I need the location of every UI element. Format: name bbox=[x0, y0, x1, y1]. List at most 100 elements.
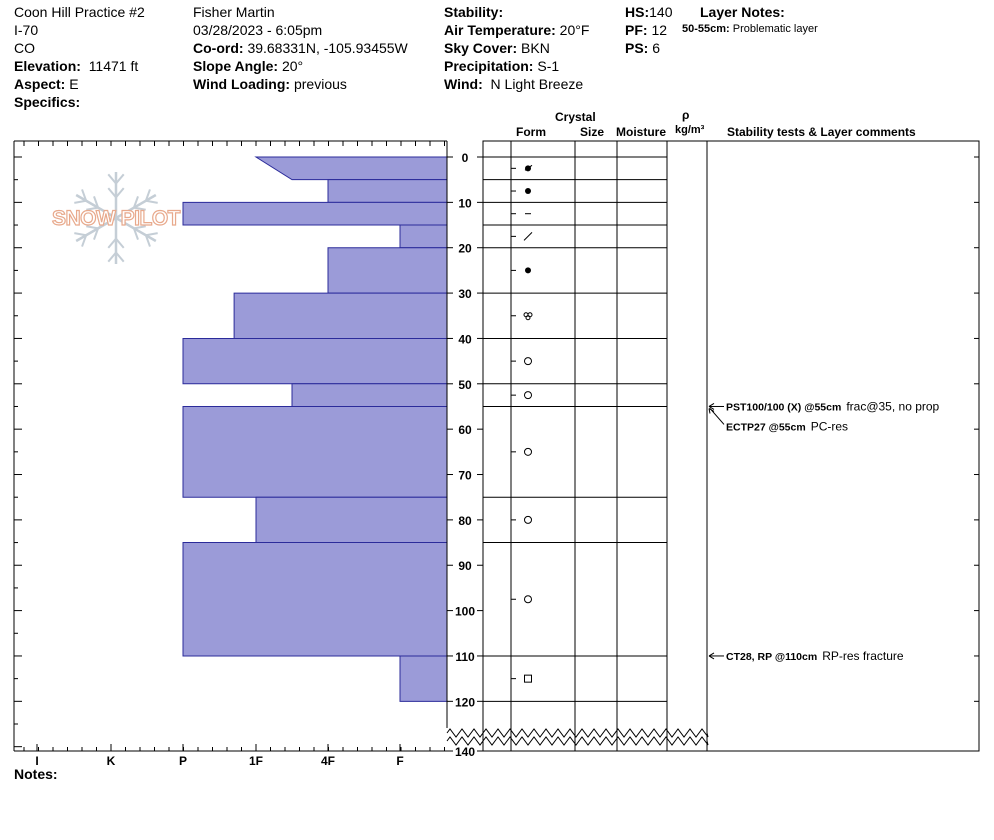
snowflake-branch bbox=[115, 173, 125, 185]
hardness-layer-1 bbox=[254, 156, 448, 181]
form-symbol-melt bbox=[525, 315, 531, 321]
hs: HS:140 bbox=[625, 3, 672, 21]
depth-tick-label: 0 bbox=[462, 151, 469, 165]
depth-tick-label: 80 bbox=[458, 514, 472, 528]
layer-note-text: Problematic layer bbox=[732, 23, 818, 35]
form-symbol-faceted-rounded bbox=[524, 391, 532, 400]
snowflake-branch bbox=[86, 206, 99, 211]
precipitation: Precipitation: S-1 bbox=[444, 57, 559, 75]
hardness-tick-label: 1F bbox=[249, 754, 263, 768]
form-symbol-slash bbox=[523, 232, 533, 241]
slope-label: Slope Angle: bbox=[193, 58, 279, 74]
wind-loading-label: Wind Loading: bbox=[193, 76, 291, 92]
depth-tick-label: 60 bbox=[458, 423, 472, 437]
form-symbol-faceted-rounded bbox=[524, 447, 532, 456]
snowflake-branch bbox=[81, 189, 88, 202]
aspect: Aspect: E bbox=[14, 75, 79, 93]
sky-value: BKN bbox=[521, 40, 550, 56]
snowflake-branch bbox=[107, 238, 117, 249]
test-arrow-head bbox=[708, 652, 715, 660]
coord-label: Co-ord: bbox=[193, 40, 244, 56]
test-result-3: CT28, RP @110cm RP-res fracture bbox=[726, 649, 904, 663]
ps-label: PS: bbox=[625, 40, 649, 56]
pf-value: 12 bbox=[651, 22, 668, 38]
aspect-value: E bbox=[69, 76, 79, 92]
snowflake-branch bbox=[144, 189, 151, 202]
form-header: Form bbox=[516, 125, 546, 139]
snowflake-branch bbox=[93, 196, 100, 208]
road: I-70 bbox=[14, 22, 39, 38]
break-zigzag bbox=[446, 736, 709, 746]
notes-label: Notes: bbox=[14, 766, 58, 782]
stability-label: Stability: bbox=[444, 4, 504, 20]
snowflake-branch bbox=[133, 225, 146, 230]
precip-value: S-1 bbox=[537, 58, 560, 74]
layer-note: 50-55cm: Problematic layer bbox=[682, 23, 818, 35]
hardness-layer-8 bbox=[291, 383, 448, 407]
hardness-tick-label: P bbox=[179, 754, 187, 768]
wind: Wind: N Light Breeze bbox=[444, 75, 583, 93]
hardness-layer-4 bbox=[399, 224, 448, 249]
snowflake-branch bbox=[93, 228, 100, 240]
test-result-1: PST100/100 (X) @55cm frac@35, no prop bbox=[726, 399, 940, 413]
observer: Fisher Martin bbox=[193, 4, 275, 20]
depth-tick-label: 100 bbox=[455, 605, 475, 619]
hardness-layer-9 bbox=[182, 405, 448, 498]
snowflake-branch bbox=[107, 187, 117, 198]
snowflake-branch bbox=[115, 187, 125, 198]
depth-tick-label: 120 bbox=[455, 695, 475, 709]
snowflake-branch bbox=[107, 173, 117, 185]
hardness-layer-2 bbox=[327, 179, 448, 203]
snowflake-arm bbox=[75, 216, 117, 243]
crystal-header: Crystal bbox=[555, 110, 596, 124]
sky-label: Sky Cover: bbox=[444, 40, 518, 56]
snowflake-branch bbox=[145, 232, 158, 237]
form-symbol-faceted bbox=[524, 674, 532, 683]
snowflake-arm bbox=[115, 193, 157, 220]
hardness-tick-label: I bbox=[35, 754, 38, 768]
test-arrow-line bbox=[709, 408, 725, 425]
test-result-2: ECTP27 @55cm PC-res bbox=[726, 419, 848, 433]
hs-label: HS: bbox=[625, 4, 650, 20]
form-symbol-precip-stroke bbox=[524, 164, 533, 171]
depth-tick-label: 50 bbox=[458, 378, 472, 392]
snowflake-branch bbox=[115, 251, 125, 263]
snow-pilot-logo: SNOW PILOT bbox=[51, 172, 182, 264]
hardness-profile bbox=[182, 156, 448, 702]
layers-frame bbox=[482, 140, 980, 752]
snowflake-branch bbox=[74, 232, 87, 237]
snow-pilot-logo-text: SNOW PILOT bbox=[52, 207, 181, 230]
rho-header: ρ bbox=[682, 108, 690, 122]
wind-label: Wind: bbox=[444, 76, 483, 92]
form-symbol-rounds bbox=[525, 267, 531, 274]
depth-tick-label: 10 bbox=[458, 196, 472, 210]
snowflake-branch bbox=[145, 199, 158, 204]
state: CO bbox=[14, 40, 35, 56]
wind-loading-value: previous bbox=[293, 76, 347, 92]
depth-tick-label: 110 bbox=[455, 650, 475, 664]
wind-loading: Wind Loading: previous bbox=[193, 75, 347, 93]
snowflake-branch bbox=[132, 228, 139, 240]
hardness-layer-10 bbox=[255, 496, 448, 544]
form-symbol-faceted-rounded bbox=[524, 595, 532, 604]
hardness-tick-label: K bbox=[107, 754, 116, 768]
snowflake-branch bbox=[107, 251, 117, 263]
site-name: Coon Hill Practice #2 bbox=[14, 4, 145, 20]
hardness-layer-11 bbox=[182, 542, 448, 657]
snowflake-branch bbox=[81, 234, 88, 247]
hardness-layer-7 bbox=[182, 337, 448, 385]
hardness-layer-12 bbox=[399, 655, 448, 702]
datetime: 03/28/2023 - 6:05pm bbox=[193, 22, 323, 38]
hardness-layer-6 bbox=[233, 292, 448, 339]
depth-tick-label: 40 bbox=[458, 332, 472, 346]
hardness-layer-3 bbox=[182, 201, 448, 226]
snowflake-branch bbox=[144, 234, 151, 247]
layer-notes-label: Layer Notes: bbox=[700, 4, 785, 20]
depth-tick-label: 30 bbox=[458, 287, 472, 301]
slope-angle: Slope Angle: 20° bbox=[193, 57, 303, 75]
depth-tick-label: 70 bbox=[458, 469, 472, 483]
snowflake-branch bbox=[86, 225, 99, 230]
snowflake-branch bbox=[132, 196, 139, 208]
density-unit-header: kg/m³ bbox=[675, 124, 705, 136]
